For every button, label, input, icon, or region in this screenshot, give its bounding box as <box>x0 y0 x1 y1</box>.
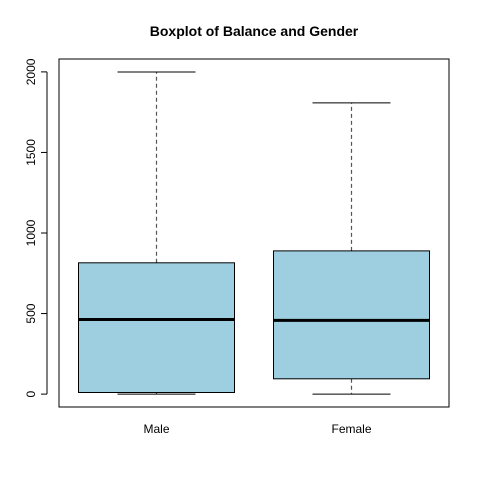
y-tick-label: 1500 <box>24 139 38 166</box>
y-tick-label: 2000 <box>24 58 38 85</box>
plot-frame <box>58 58 450 408</box>
y-tick-label: 500 <box>24 303 38 323</box>
box-male <box>78 71 235 395</box>
boxes-group <box>78 71 430 395</box>
x-axis: Male Female <box>143 422 371 436</box>
chart-title: Boxplot of Balance and Gender <box>150 23 359 39</box>
y-tick-label: 1000 <box>24 219 38 246</box>
y-axis: 0 500 1000 1500 2000 <box>24 58 48 397</box>
y-tick-label: 0 <box>24 390 38 397</box>
box-iqr <box>78 262 235 393</box>
box-iqr <box>273 250 430 380</box>
x-tick-label: Female <box>331 422 371 436</box>
box-female <box>273 102 430 395</box>
x-tick-label: Male <box>143 422 169 436</box>
